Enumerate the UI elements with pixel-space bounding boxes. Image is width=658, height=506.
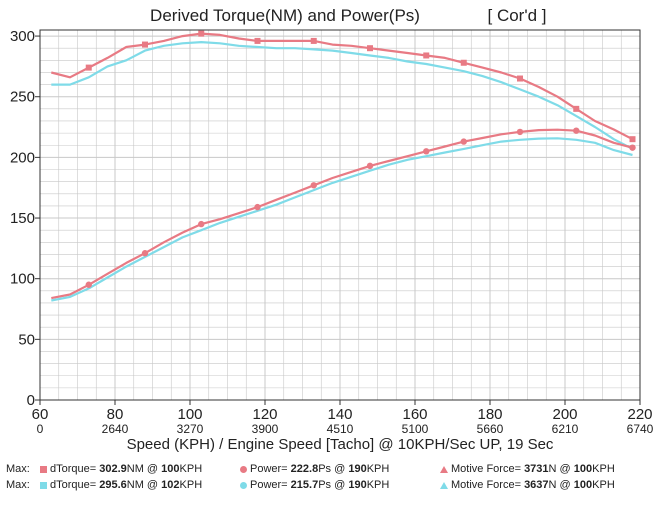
x-tick-label: 120: [252, 406, 277, 423]
y-tick-label: 50: [18, 331, 35, 348]
tacho-tick-label: 6210: [552, 422, 579, 436]
legend-torque: dTorque= 295.6NM @ 102KPH: [40, 477, 202, 493]
power-marker: [254, 203, 261, 211]
legend-row-2: Max: dTorque= 295.6NM @ 102KPH Power= 21…: [4, 477, 654, 493]
series-layer: [51, 30, 636, 302]
legend-force: Motive Force= 3637N @ 100KPH: [440, 477, 615, 493]
legend-max-label: Max:: [6, 463, 30, 475]
circle-icon: [240, 481, 247, 489]
power-marker: [573, 127, 580, 134]
chart-subtitle: [ Cor'd ]: [488, 6, 547, 25]
legend-max-label: Max:: [6, 479, 30, 491]
torque-marker: [573, 105, 580, 112]
torque-marker: [460, 59, 467, 66]
power-marker: [198, 220, 205, 228]
torque-marker: [629, 136, 636, 143]
tacho-tick-label: 6740: [627, 422, 654, 436]
torque-marker: [367, 45, 373, 52]
x-tick-label: 200: [552, 406, 577, 423]
x-tick-label: 100: [177, 406, 202, 423]
y-tick-label: 300: [10, 28, 35, 45]
y-tick-label: 250: [10, 89, 35, 106]
tacho-tick-label: 3270: [177, 422, 204, 436]
power-marker: [141, 250, 149, 257]
tacho-tick-label: 5100: [402, 422, 429, 436]
triangle-icon: [440, 481, 448, 489]
torque-marker: [423, 52, 430, 59]
power-marker: [423, 148, 430, 155]
torque-marker: [310, 37, 317, 44]
y-tick-label: 100: [10, 271, 35, 288]
torque-red-line: [51, 32, 634, 141]
power-red-line: [51, 128, 633, 300]
legend-power: Power= 222.8Ps @ 190KPH: [240, 461, 389, 477]
x-axis-label: Speed (KPH) / Engine Speed [Tacho] @ 10K…: [127, 436, 554, 453]
chart-title: Derived Torque(NM) and Power(Ps): [150, 6, 420, 25]
power-cyan-line: [51, 137, 633, 302]
power-marker: [516, 128, 524, 136]
square-icon: [40, 481, 47, 489]
tacho-tick-label: 2640: [102, 422, 129, 436]
legend-torque: dTorque= 302.9NM @ 100KPH: [40, 461, 202, 477]
x-tick-label: 220: [627, 406, 652, 423]
legend-force: Motive Force= 3731N @ 100KPH: [440, 461, 615, 477]
x-tick-label: 80: [107, 406, 124, 423]
power-marker: [310, 182, 317, 189]
tacho-tick-label: 0: [37, 422, 44, 436]
legend-power: Power= 215.7Ps @ 190KPH: [240, 477, 389, 493]
torque-marker: [85, 64, 92, 71]
torque-marker: [198, 30, 205, 37]
tacho-tick-label: 5660: [477, 422, 504, 436]
tacho-tick-label: 3900: [252, 422, 279, 436]
x-tick-label: 160: [402, 406, 427, 423]
triangle-icon: [440, 465, 448, 473]
power-marker: [85, 281, 92, 288]
y-tick-label: 0: [27, 392, 35, 409]
y-tick-label: 200: [10, 149, 35, 166]
x-tick-label: 60: [32, 406, 49, 423]
legend-row-1: Max: dTorque= 302.9NM @ 100KPH Power= 22…: [4, 461, 654, 477]
axis-layer: 6008026401003270120390014045101605100180…: [10, 28, 654, 436]
grid-layer: [40, 30, 640, 400]
power-marker: [629, 144, 636, 151]
torque-marker: [517, 75, 523, 82]
tacho-tick-label: 4510: [327, 422, 354, 436]
torque-marker: [254, 37, 261, 44]
chart: 6008026401003270120390014045101605100180…: [10, 6, 654, 453]
torque-marker: [142, 41, 148, 48]
power-marker: [460, 138, 467, 145]
x-tick-label: 180: [477, 406, 502, 423]
power-marker: [366, 162, 374, 170]
y-tick-label: 150: [10, 210, 35, 227]
torque-cyan-line: [51, 40, 634, 150]
circle-icon: [240, 465, 247, 473]
square-icon: [40, 465, 47, 473]
x-tick-label: 140: [327, 406, 352, 423]
